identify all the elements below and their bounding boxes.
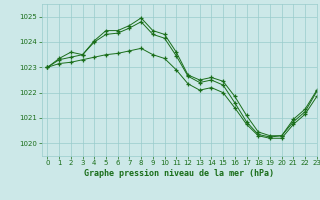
X-axis label: Graphe pression niveau de la mer (hPa): Graphe pression niveau de la mer (hPa): [84, 169, 274, 178]
